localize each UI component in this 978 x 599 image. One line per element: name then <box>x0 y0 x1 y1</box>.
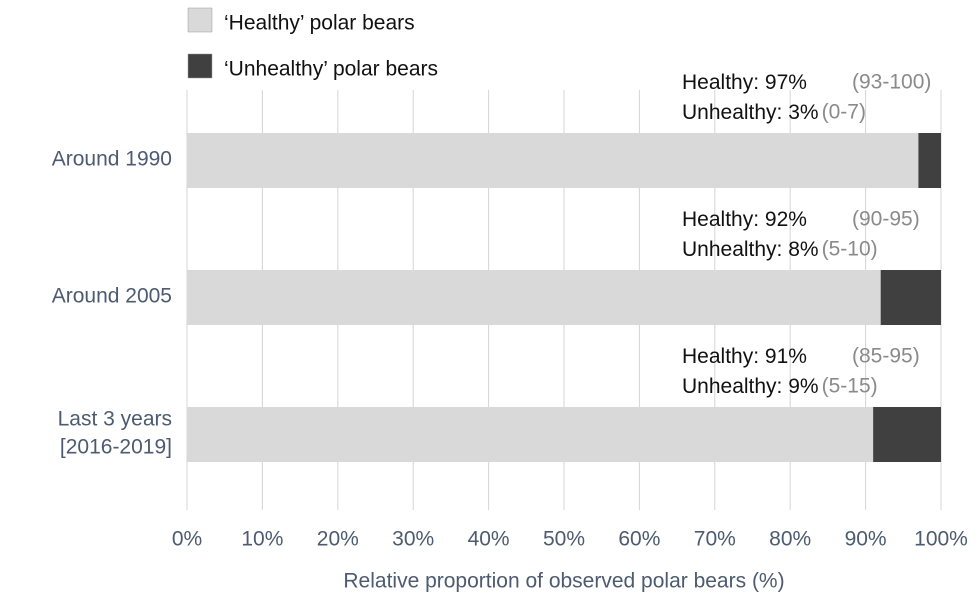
value-label: 97% <box>765 71 807 94</box>
bar-segment <box>873 407 941 462</box>
annotation-label: Healthy: 91% <box>682 345 807 368</box>
bar-segment <box>918 133 941 188</box>
x-tick-label: 40% <box>468 528 510 551</box>
interval-label: (0-7) <box>822 101 866 124</box>
annotation-prefix: Healthy: <box>682 71 759 94</box>
interval-label: (85-95) <box>852 345 920 368</box>
annotation-prefix: Healthy: <box>682 208 759 231</box>
x-axis-label: Relative proportion of observed polar be… <box>343 570 784 593</box>
bar-segment <box>880 270 941 325</box>
bar-segment <box>187 270 881 325</box>
annotation-label: Healthy: 97% <box>682 71 807 94</box>
x-tick-label: 90% <box>845 528 887 551</box>
x-tick-label: 20% <box>317 528 359 551</box>
x-tick-label: 80% <box>769 528 811 551</box>
x-tick-label: 70% <box>694 528 736 551</box>
annotation-prefix: Unhealthy: <box>682 101 782 124</box>
annotation-prefix: Unhealthy: <box>682 238 782 261</box>
annotation-prefix: Healthy: <box>682 345 759 368</box>
annotation-label: Unhealthy: 8% <box>682 238 819 261</box>
y-tick-label: Last 3 years <box>58 408 172 431</box>
bar-segment <box>187 133 919 188</box>
value-label: 8% <box>788 238 818 261</box>
value-label: 92% <box>765 208 807 231</box>
interval-label: (90-95) <box>852 208 920 231</box>
legend-label: ‘Healthy’ polar bears <box>224 12 415 35</box>
y-tick-label: Around 1990 <box>52 148 172 171</box>
value-label: 91% <box>765 345 807 368</box>
x-tick-label: 10% <box>241 528 283 551</box>
interval-label: (5-10) <box>822 238 878 261</box>
y-tick-label: [2016-2019] <box>60 436 172 459</box>
annotation-prefix: Unhealthy: <box>682 375 782 398</box>
interval-label: (5-15) <box>822 375 878 398</box>
annotation-label: Unhealthy: 9% <box>682 375 819 398</box>
x-tick-label: 100% <box>914 528 968 551</box>
x-tick-label: 0% <box>172 528 202 551</box>
value-label: 9% <box>788 375 818 398</box>
x-tick-label: 60% <box>618 528 660 551</box>
legend-swatch <box>187 53 213 79</box>
annotation-label: Unhealthy: 3% <box>682 101 819 124</box>
legend-label: ‘Unhealthy’ polar bears <box>224 58 438 81</box>
value-label: 3% <box>788 101 818 124</box>
x-tick-label: 50% <box>543 528 585 551</box>
y-tick-label: Around 2005 <box>52 285 172 308</box>
x-tick-label: 30% <box>392 528 434 551</box>
annotation-label: Healthy: 92% <box>682 208 807 231</box>
interval-label: (93-100) <box>852 71 931 94</box>
bar-segment <box>187 407 874 462</box>
legend-swatch <box>187 7 213 33</box>
